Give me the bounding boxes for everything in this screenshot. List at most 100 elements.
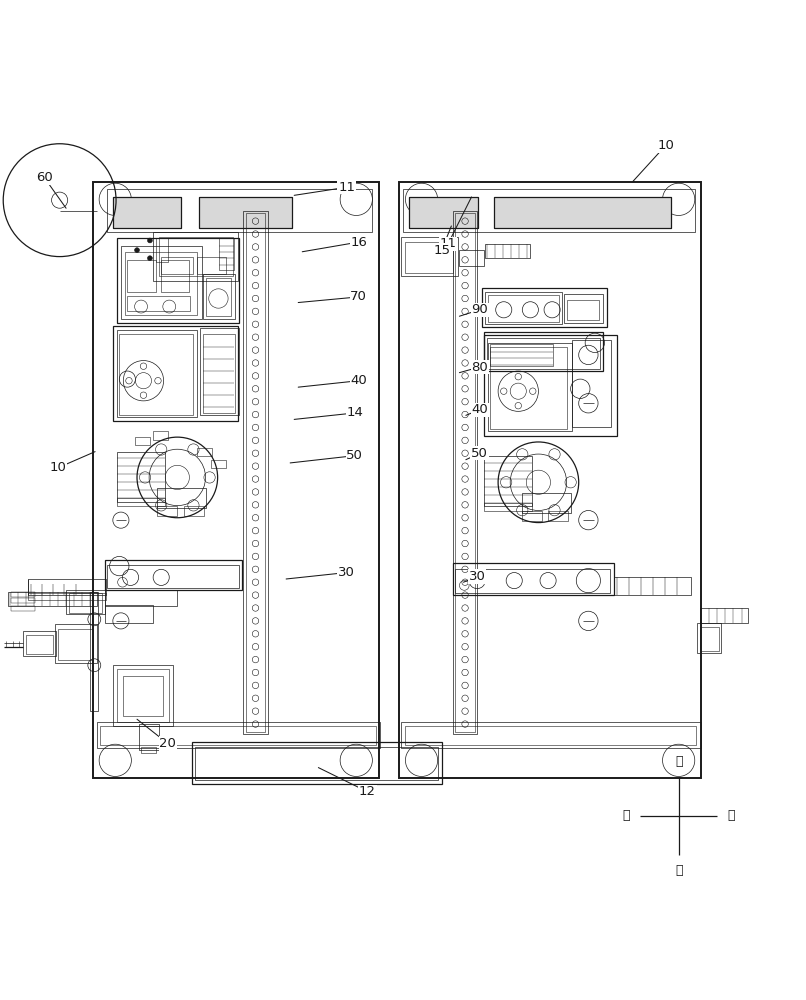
Bar <box>11 606 35 611</box>
Bar <box>117 669 169 722</box>
Bar <box>199 197 292 228</box>
Bar <box>93 182 379 778</box>
Text: 12: 12 <box>359 785 376 798</box>
Bar <box>485 292 562 324</box>
Bar <box>484 335 617 436</box>
Bar <box>105 605 153 623</box>
Bar <box>113 665 173 726</box>
Text: 40: 40 <box>351 374 367 387</box>
Bar <box>192 742 442 784</box>
Text: 15: 15 <box>433 244 451 257</box>
Bar <box>484 503 532 511</box>
Text: 30: 30 <box>339 566 355 579</box>
Text: 11: 11 <box>338 181 355 194</box>
Bar <box>127 296 190 311</box>
Text: 40: 40 <box>472 403 488 416</box>
Bar <box>211 460 226 468</box>
Bar <box>97 722 380 748</box>
Bar <box>199 197 292 228</box>
Bar <box>572 340 611 427</box>
Text: 10: 10 <box>50 461 66 474</box>
Bar <box>153 232 238 281</box>
Bar <box>107 189 372 232</box>
Bar <box>28 593 106 600</box>
Bar <box>409 197 478 228</box>
Bar <box>66 590 105 614</box>
Bar <box>107 565 239 588</box>
Bar <box>488 295 559 322</box>
Bar <box>203 334 235 413</box>
Bar <box>127 260 156 292</box>
Text: 90: 90 <box>472 303 488 316</box>
Bar <box>197 448 212 456</box>
Bar <box>195 747 438 780</box>
Bar <box>100 726 376 745</box>
Bar <box>58 629 93 660</box>
Bar <box>90 592 98 711</box>
Bar <box>153 431 168 440</box>
Bar <box>139 724 159 750</box>
Bar <box>243 211 268 734</box>
Bar <box>105 590 177 606</box>
Text: 30: 30 <box>469 570 485 583</box>
Bar <box>484 332 603 371</box>
Bar <box>697 623 721 653</box>
Bar <box>200 328 239 415</box>
Text: 左: 左 <box>623 809 630 822</box>
Bar <box>564 294 603 323</box>
Bar <box>206 278 231 316</box>
Text: 16: 16 <box>351 236 367 249</box>
Bar <box>117 452 165 502</box>
Bar <box>113 197 181 228</box>
Text: 20: 20 <box>160 737 176 750</box>
Bar <box>184 506 204 516</box>
Bar <box>487 338 600 369</box>
Bar <box>121 246 202 319</box>
Text: 11: 11 <box>439 237 457 250</box>
Bar <box>117 238 239 323</box>
Bar <box>8 592 97 606</box>
Bar <box>55 624 97 663</box>
Text: 后: 后 <box>675 755 683 768</box>
Bar <box>113 197 181 228</box>
Bar <box>105 560 242 590</box>
Text: 70: 70 <box>351 290 367 303</box>
Bar <box>494 197 671 228</box>
Bar <box>409 197 478 228</box>
Bar <box>141 747 156 753</box>
Bar <box>700 608 748 623</box>
Bar <box>159 237 233 276</box>
Circle shape <box>135 248 139 253</box>
Bar <box>117 498 165 506</box>
Bar <box>455 213 475 732</box>
Bar <box>11 598 35 603</box>
Text: 50: 50 <box>347 449 363 462</box>
Text: 50: 50 <box>472 447 488 460</box>
Bar <box>405 726 696 745</box>
Text: 右: 右 <box>727 809 734 822</box>
Bar <box>405 242 453 273</box>
Bar <box>161 260 189 292</box>
Bar <box>113 326 238 421</box>
Bar <box>614 577 691 595</box>
Text: 10: 10 <box>658 139 674 152</box>
Bar <box>246 213 265 732</box>
Bar <box>157 488 206 508</box>
Bar <box>157 506 177 516</box>
Circle shape <box>147 238 152 243</box>
Bar <box>219 238 234 270</box>
Bar <box>119 334 193 415</box>
Bar <box>490 347 567 429</box>
Bar <box>125 252 197 315</box>
Bar <box>117 330 197 417</box>
Bar <box>453 563 614 595</box>
Text: 14: 14 <box>347 406 363 419</box>
Bar <box>403 189 695 232</box>
Bar <box>401 722 701 748</box>
Text: 前: 前 <box>675 864 683 877</box>
Bar <box>135 437 150 445</box>
Bar <box>700 627 719 651</box>
Bar <box>459 250 484 266</box>
Bar <box>11 592 35 597</box>
Text: 60: 60 <box>36 171 52 184</box>
